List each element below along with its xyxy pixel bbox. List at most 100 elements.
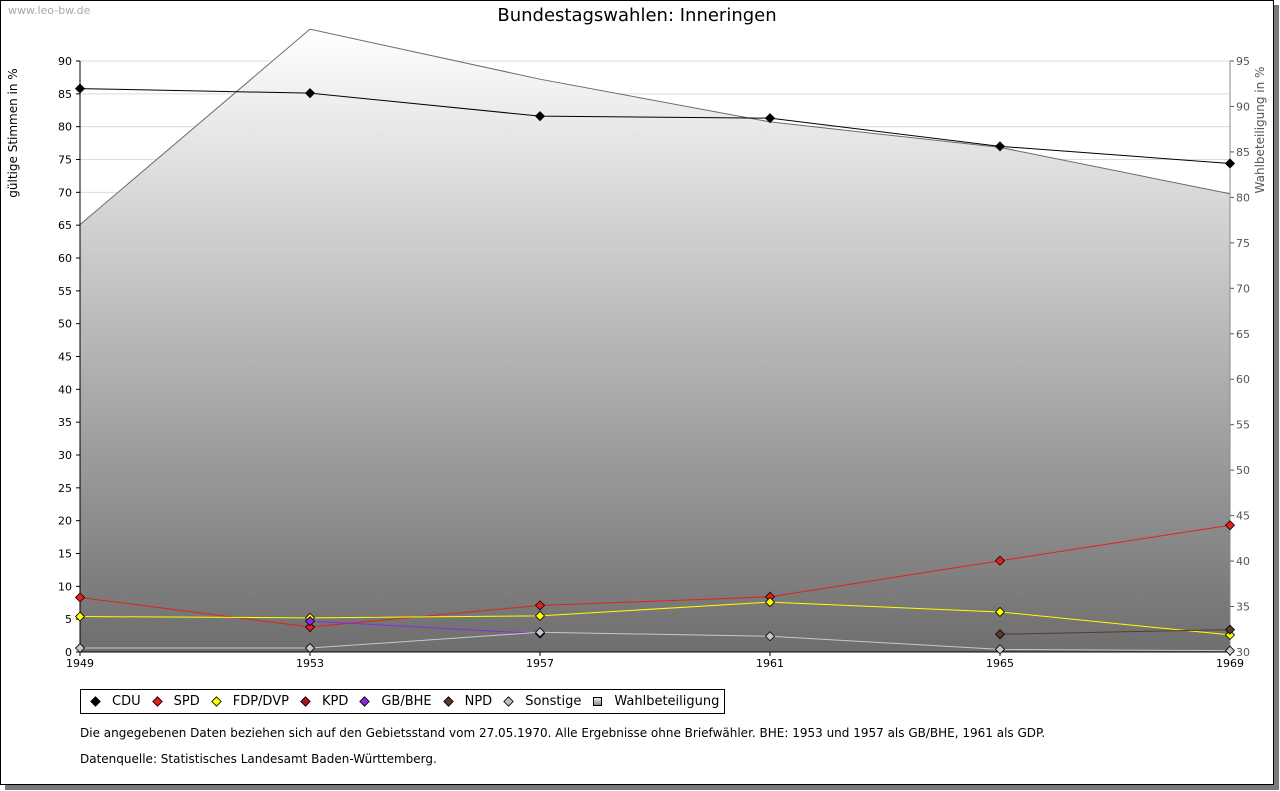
y2-tick-label: 50 (1236, 464, 1250, 477)
series-line-spd (79, 524, 1231, 628)
watermark: www.leo-bw.de (8, 4, 91, 17)
legend-item: KPD (295, 694, 348, 709)
data-point-cdu (994, 141, 1006, 152)
y2-tick-label: 70 (1236, 282, 1250, 295)
y2-tick-label: 90 (1236, 100, 1250, 113)
data-point-cdu (534, 111, 546, 122)
y-tick-label: 5 (65, 613, 72, 626)
y-tick-label: 80 (58, 121, 72, 134)
x-tick-label: 1949 (66, 657, 94, 670)
data-point-sonstige (1224, 645, 1236, 656)
legend-label: Wahlbeteiligung (614, 694, 720, 709)
series-line-fdp-dvp (79, 601, 1231, 636)
y-tick-label: 40 (58, 383, 72, 396)
series-line-cdu (79, 88, 1231, 164)
y-tick-label: 35 (58, 416, 72, 429)
legend-label: NPD (464, 694, 493, 709)
y2-tick-label: 40 (1236, 555, 1250, 568)
y-tick-label: 15 (58, 548, 72, 561)
axes: 0 5 10 15 20 25 30 35 40 45 50 55 60 65 70 75 80 85 90 30 35… (58, 55, 1250, 670)
data-point-npd (994, 629, 1006, 640)
series-line-sonstige (80, 631, 1231, 652)
data-source: Datenquelle: Statistisches Landesamt Bad… (80, 752, 437, 766)
legend-marker-icon (503, 696, 514, 707)
x-tick-label: 1953 (296, 657, 324, 670)
series-spd (74, 520, 1236, 633)
y-axis-label: gültige Stimmen in % (6, 68, 20, 197)
data-point-spd (994, 555, 1006, 566)
turnout-area-layer (79, 28, 1231, 652)
legend-marker-icon (442, 696, 454, 707)
y-tick-label: 20 (58, 515, 72, 528)
legend-label: FDP/DVP (232, 694, 289, 709)
turnout-line (79, 28, 1231, 226)
data-point-spd (1224, 520, 1236, 531)
legend-marker-icon (593, 697, 603, 706)
data-point-sonstige (304, 642, 316, 654)
legend-marker-icon (359, 696, 371, 707)
data-point-npd (1224, 624, 1236, 635)
y-tick-label: 75 (58, 154, 72, 167)
data-point-spd (74, 592, 86, 603)
data-point-cdu (1224, 158, 1236, 169)
data-point-spd (304, 621, 316, 633)
y2-tick-label: 55 (1236, 419, 1250, 432)
y2-tick-label: 35 (1236, 601, 1250, 614)
data-point-fdp-dvp (74, 611, 86, 622)
x-tick-label: 1965 (986, 657, 1014, 670)
y2-tick-label: 85 (1236, 146, 1250, 159)
data-point-cdu (764, 113, 776, 124)
legend-label: SPD (173, 694, 200, 709)
legend-label: GB/BHE (381, 694, 432, 709)
x-tick-label: 1961 (756, 657, 784, 670)
y-tick-label: 10 (58, 580, 72, 593)
y2-tick-label: 65 (1236, 328, 1250, 341)
data-point-gb-bhe (304, 616, 316, 627)
data-point-fdp-dvp (1224, 629, 1236, 640)
legend-item: NPD (438, 694, 493, 709)
y-tick-label: 30 (58, 449, 72, 462)
y-tick-label: 65 (58, 219, 72, 232)
y2-axis-label: Wahlbeteiligung in % (1253, 67, 1267, 194)
data-point-spd (534, 600, 546, 611)
legend-marker-icon (211, 696, 222, 707)
data-point-fdp-dvp (534, 610, 546, 621)
legend-marker-icon (90, 696, 101, 707)
y2-tick-label: 95 (1236, 55, 1250, 68)
y2-tick-label: 30 (1236, 646, 1250, 659)
legend-item: CDU (85, 694, 141, 709)
series-layer (74, 83, 1236, 656)
y-tick-label: 45 (58, 351, 72, 364)
x-tick-label: 1957 (526, 657, 554, 670)
data-point-fdp-dvp (994, 606, 1006, 618)
legend: CDU SPD FDP/DVP KPD GB/BHE NPD Sonstige Wahlbet… (80, 689, 726, 714)
legend-label: Sonstige (525, 694, 582, 709)
y-tick-label: 25 (58, 482, 72, 495)
series-cdu (74, 83, 1236, 169)
legend-item: SPD (147, 694, 200, 709)
legend-label: KPD (321, 694, 349, 709)
legend-item: Wahlbeteiligung (587, 694, 719, 709)
y-tick-label: 0 (65, 646, 72, 659)
series-sonstige (74, 627, 1236, 656)
legend-item: GB/BHE (354, 694, 432, 709)
y2-tick-label: 45 (1236, 510, 1250, 523)
legend-item: FDP/DVP (206, 694, 289, 709)
legend-item: Sonstige (498, 694, 581, 709)
y2-tick-label: 80 (1236, 191, 1250, 204)
y2-tick-label: 75 (1236, 237, 1250, 250)
y-tick-label: 55 (58, 285, 72, 298)
series-line-gb-bhe (309, 620, 541, 635)
chart-title: Bundestagswahlen: Inneringen (497, 5, 776, 26)
data-point-sonstige (994, 644, 1006, 655)
y-tick-label: 50 (58, 318, 72, 331)
legend-label: CDU (112, 694, 141, 709)
data-point-sonstige (534, 627, 546, 638)
y-tick-label: 90 (58, 55, 72, 68)
y-tick-label: 85 (58, 88, 72, 101)
legend-marker-icon (151, 696, 163, 707)
turnout-area (80, 29, 1230, 652)
data-point-sonstige (764, 631, 776, 642)
y2-tick-label: 60 (1236, 373, 1250, 386)
